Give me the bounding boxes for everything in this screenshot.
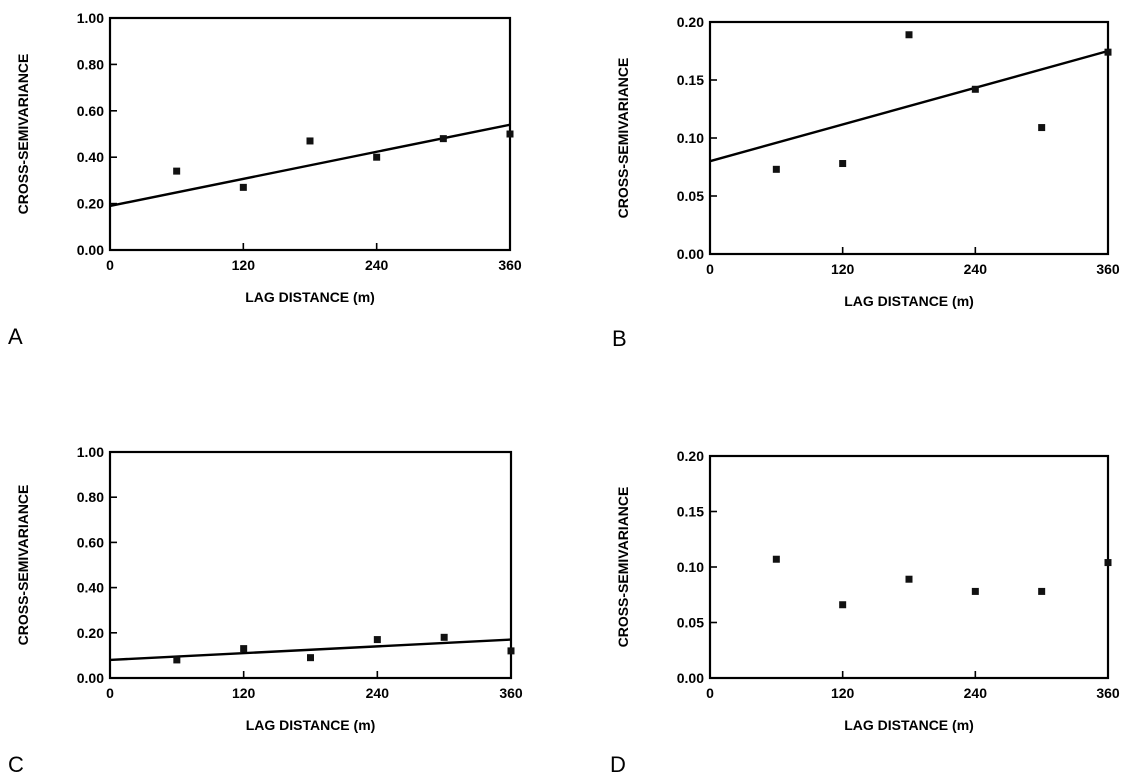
y-tick-label: 0.20	[77, 196, 104, 212]
x-tick-label: 360	[498, 257, 522, 273]
data-point	[839, 160, 847, 168]
panel-letter: B	[612, 326, 627, 351]
y-tick-label: 0.20	[677, 448, 704, 464]
y-tick-label: 0.60	[77, 103, 104, 119]
chart-panel-c: 0.00 0.20 0.40 0.60 0.80 1.00 0 120 240 360 LAG DI…	[8, 444, 523, 773]
chart-panel-a: 0.00 0.20 0.40 0.60 0.80 1.00 0 120 240 360 LAG DI…	[8, 10, 522, 349]
data-point	[772, 165, 780, 173]
data-point	[373, 153, 381, 161]
data-point	[905, 31, 913, 39]
y-tick-label: 0.00	[77, 670, 104, 686]
y-axis-title: CROSS-SEMIVARIANCE	[15, 54, 31, 215]
plot-frame	[108, 16, 512, 252]
data-point	[905, 575, 913, 583]
data-point	[1104, 559, 1112, 567]
x-tick-label: 120	[232, 257, 256, 273]
y-tick-label: 0.15	[677, 504, 704, 520]
data-point	[507, 647, 515, 655]
data-point	[440, 633, 448, 641]
panel-letter: A	[8, 324, 23, 349]
data-point	[373, 636, 381, 644]
data-point	[772, 555, 780, 563]
panel-letter: C	[8, 752, 24, 773]
data-point	[307, 654, 314, 662]
y-tick-label: 0.05	[677, 615, 704, 631]
plot-frame	[708, 20, 1110, 256]
y-tick-label: 0.40	[77, 149, 104, 165]
x-tick-label: 0	[706, 685, 714, 701]
data-point	[971, 85, 979, 93]
fit-line	[709, 49, 1109, 163]
y-tick-label: 1.00	[77, 444, 104, 460]
x-axis-title: LAG DISTANCE (m)	[844, 717, 974, 733]
x-tick-label: 240	[365, 257, 389, 273]
y-tick-label: 0.60	[77, 534, 104, 550]
data-point	[1038, 124, 1046, 132]
x-tick-label: 240	[366, 685, 390, 701]
y-tick-label: 0.00	[677, 246, 704, 262]
y-tick-label: 0.40	[77, 580, 104, 596]
x-axis-title: LAG DISTANCE (m)	[246, 717, 376, 733]
plot-frame	[708, 454, 1110, 680]
y-tick-label: 0.00	[677, 670, 704, 686]
data-point	[439, 135, 447, 143]
x-tick-label: 120	[232, 685, 256, 701]
data-point	[1104, 48, 1112, 56]
y-tick-label: 0.15	[677, 72, 704, 88]
data-point	[971, 587, 979, 595]
x-axis-title: LAG DISTANCE (m)	[844, 293, 974, 309]
y-tick-label: 1.00	[77, 10, 104, 26]
x-tick-label: 0	[706, 261, 714, 277]
x-tick-label: 360	[499, 685, 523, 701]
y-tick-label: 0.80	[77, 489, 104, 505]
fit-line	[109, 123, 511, 208]
data-point	[1038, 587, 1046, 595]
panel-letter: D	[610, 752, 626, 773]
data-point	[239, 183, 247, 191]
x-tick-label: 240	[964, 685, 988, 701]
x-tick-label: 0	[106, 685, 114, 701]
y-tick-label: 0.80	[77, 56, 104, 72]
x-tick-label: 0	[106, 257, 114, 273]
y-tick-label: 0.20	[677, 14, 704, 30]
y-axis-title: CROSS-SEMIVARIANCE	[615, 487, 631, 648]
y-tick-label: 0.00	[77, 242, 104, 258]
chart-panel-b: 0.00 0.05 0.10 0.15 0.20 0 120 240 360 LAG DISTAN…	[612, 14, 1120, 351]
chart-panel-d: 0.00 0.05 0.10 0.15 0.20 0 120 240 360 LAG DISTAN…	[610, 448, 1120, 773]
data-point	[173, 167, 181, 175]
y-tick-label: 0.10	[677, 130, 704, 146]
data-point	[240, 645, 248, 653]
x-tick-label: 360	[1096, 685, 1120, 701]
data-point	[306, 137, 314, 145]
y-tick-label: 0.10	[677, 559, 704, 575]
x-axis-title: LAG DISTANCE (m)	[245, 289, 375, 305]
y-tick-label: 0.05	[677, 188, 704, 204]
data-point	[839, 601, 847, 609]
x-tick-label: 120	[831, 685, 855, 701]
x-tick-label: 360	[1096, 261, 1120, 277]
y-tick-label: 0.20	[77, 625, 104, 641]
y-axis-title: CROSS-SEMIVARIANCE	[615, 58, 631, 219]
y-axis-title: CROSS-SEMIVARIANCE	[15, 485, 31, 646]
plot-frame	[108, 450, 513, 680]
x-tick-label: 120	[831, 261, 855, 277]
data-point	[173, 656, 181, 664]
x-tick-label: 240	[964, 261, 988, 277]
data-point	[506, 130, 514, 138]
